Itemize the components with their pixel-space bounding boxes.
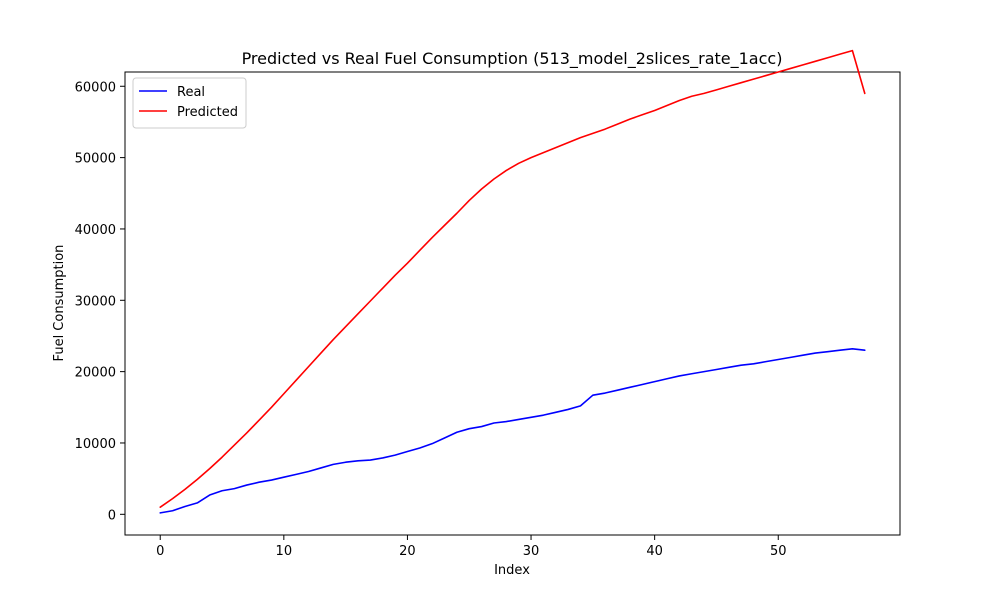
y-tick-label: 30000: [75, 294, 116, 309]
chart-title: Predicted vs Real Fuel Consumption (513_…: [242, 49, 783, 69]
plot-frame: [124, 71, 901, 536]
x-tick-label: 40: [646, 544, 663, 559]
legend-label-real: Real: [177, 85, 205, 100]
legend-label-predicted: Predicted: [177, 105, 238, 120]
plot-area: 0 10 20 30 40 50 0 10000 20000 30000 40000 50000 600…: [75, 49, 901, 559]
x-tick-label: 20: [399, 544, 416, 559]
y-axis-label: Fuel Consumption: [52, 245, 67, 362]
x-axis-label: Index: [494, 563, 530, 578]
x-tick-label: 10: [276, 544, 293, 559]
series-line-predicted: [159, 49, 866, 508]
y-tick-label: 10000: [75, 437, 116, 452]
y-tick-label: 50000: [75, 152, 116, 167]
y-tick-label: 0: [108, 508, 116, 523]
x-tick-label: 50: [770, 544, 787, 559]
y-tick-label: 60000: [75, 80, 116, 95]
y-tick-label: 40000: [75, 223, 116, 238]
x-tick-label: 30: [523, 544, 540, 559]
legend: Real Predicted: [132, 77, 247, 129]
series-line-real: [159, 347, 866, 514]
y-tick-label: 20000: [75, 366, 116, 381]
x-tick-label: 0: [156, 544, 164, 559]
